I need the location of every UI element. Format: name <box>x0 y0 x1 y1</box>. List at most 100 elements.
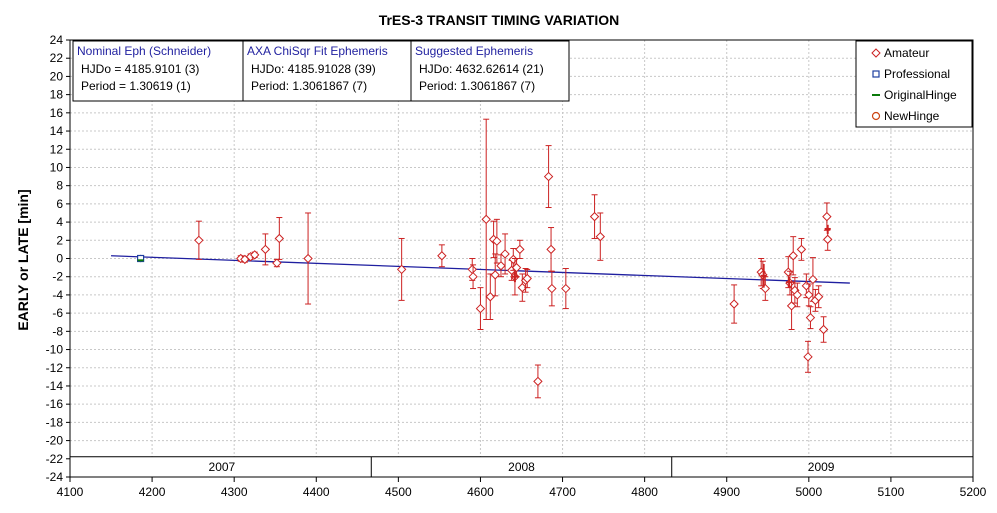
y-tick-label: -22 <box>46 452 64 466</box>
amateur-point <box>589 211 600 222</box>
amateur-point <box>786 301 797 311</box>
y-tick-label: -20 <box>46 434 64 448</box>
legend-label: OriginalHinge <box>884 88 957 102</box>
info-box <box>410 40 570 102</box>
y-tick-label: -24 <box>46 470 64 484</box>
y-tick-label: 14 <box>50 124 64 138</box>
y-tick-label: 18 <box>50 88 64 102</box>
amateur-point <box>822 234 833 245</box>
amateur-point <box>437 251 447 261</box>
amateur-point <box>729 299 739 309</box>
amateur-point <box>796 244 807 255</box>
info-box-line: Period: 1.3061867 (7) <box>251 79 367 93</box>
amateur-point <box>511 262 522 273</box>
amateur-point <box>515 244 525 255</box>
amateur-point <box>490 270 500 280</box>
amateur-point <box>496 261 506 271</box>
amateur-point <box>303 253 313 264</box>
y-tick-label: -12 <box>46 361 64 375</box>
info-box <box>242 40 412 102</box>
amateur-point <box>808 274 818 285</box>
x-tick-label: 4600 <box>467 485 494 499</box>
x-tick-label: 4400 <box>303 485 330 499</box>
y-tick-label: -2 <box>52 270 63 284</box>
year-band-bg <box>70 456 973 477</box>
x-tick-label: 4700 <box>549 485 576 499</box>
year-label: 2008 <box>508 460 535 474</box>
info-box-line: HJDo = 4185.9101 (3) <box>81 62 199 76</box>
legend-professional-marker <box>872 70 880 78</box>
legend-amateur-marker <box>871 48 881 58</box>
y-tick-label: 0 <box>56 252 63 266</box>
chart-title: TrES-3 TRANSIT TIMING VARIATION <box>379 12 620 28</box>
info-box-line: HJDo: 4632.62614 (21) <box>419 62 544 76</box>
legend-new-hinge-marker <box>871 111 881 121</box>
amateur-point <box>818 324 829 335</box>
fit-line-layer <box>111 255 850 284</box>
amateur-point <box>533 376 543 387</box>
info-box-title: Suggested Ephemeris <box>415 44 533 58</box>
info-box-line: Period: 1.3061867 (7) <box>419 79 535 93</box>
professional-point <box>136 254 145 263</box>
y-tick-label: -16 <box>46 397 64 411</box>
amateur-point <box>543 171 554 182</box>
amateur-point <box>396 264 407 275</box>
amateur-point <box>481 214 491 225</box>
amateur-point <box>561 283 571 294</box>
y-tick-label: -4 <box>52 288 63 302</box>
amateur-point <box>194 235 204 245</box>
y-tick-label: 10 <box>50 160 64 174</box>
y-tick-label: 12 <box>50 142 64 156</box>
y-tick-label: 4 <box>56 215 63 229</box>
x-tick-label: 5100 <box>878 485 905 499</box>
info-box-title: AXA ChiSqr Fit Ephemeris <box>247 44 388 58</box>
legend-label: NewHinge <box>884 109 940 123</box>
amateur-point <box>547 283 557 294</box>
amateur-point <box>492 236 502 246</box>
x-tick-label: 4200 <box>139 485 166 499</box>
amateur-point <box>822 211 832 222</box>
x-tick-label: 5000 <box>795 485 822 499</box>
legend-label: Professional <box>884 67 950 81</box>
y-tick-label: 8 <box>56 179 63 193</box>
amateur-point <box>468 272 478 282</box>
year-label: 2007 <box>209 460 236 474</box>
info-boxes: Nominal Eph (Schneider) HJDo = 4185.9101 … <box>72 40 570 102</box>
amateur-point <box>249 250 260 260</box>
info-box-line: Period = 1.30619 (1) <box>81 79 191 93</box>
y-tick-label: -14 <box>46 379 64 393</box>
amateur-point <box>274 233 285 244</box>
plot-frame <box>69 39 974 478</box>
y-tick-label: 22 <box>50 51 64 65</box>
amateur-point <box>595 231 606 242</box>
axes: 242220181614121086420-2-4-6-8-10-12-14-1… <box>46 33 987 499</box>
info-box-title: Nominal Eph (Schneider) <box>77 44 211 58</box>
y-tick-label: -6 <box>52 306 63 320</box>
y-tick-label: 6 <box>56 197 63 211</box>
amateur-point <box>813 292 824 302</box>
x-tick-label: 4900 <box>713 485 740 499</box>
y-axis-label: EARLY or LATE [min] <box>15 189 31 330</box>
amateur-point <box>517 282 528 293</box>
info-box-line: HJDo: 4185.91028 (39) <box>251 62 376 76</box>
y-tick-label: 2 <box>56 233 63 247</box>
y-tick-label: -10 <box>46 343 64 357</box>
y-tick-label: 24 <box>50 33 64 47</box>
amateur-point <box>500 249 510 259</box>
x-tick-label: 4800 <box>631 485 658 499</box>
fit-line <box>111 255 850 284</box>
amateur-point <box>792 290 803 300</box>
amateur-point <box>805 312 816 323</box>
x-tick-label: 4300 <box>221 485 248 499</box>
amateur-point <box>788 251 798 261</box>
legend: Amateur Professional OriginalHinge NewHinge <box>855 40 973 128</box>
legend-label: Amateur <box>884 46 929 60</box>
amateur-point <box>803 352 813 362</box>
amateur-point <box>522 273 532 284</box>
x-tick-label: 4500 <box>385 485 412 499</box>
y-tick-label: 16 <box>50 106 64 120</box>
y-tick-label: -18 <box>46 415 64 429</box>
y-tick-label: 20 <box>50 69 64 83</box>
amateur-point <box>475 303 486 314</box>
